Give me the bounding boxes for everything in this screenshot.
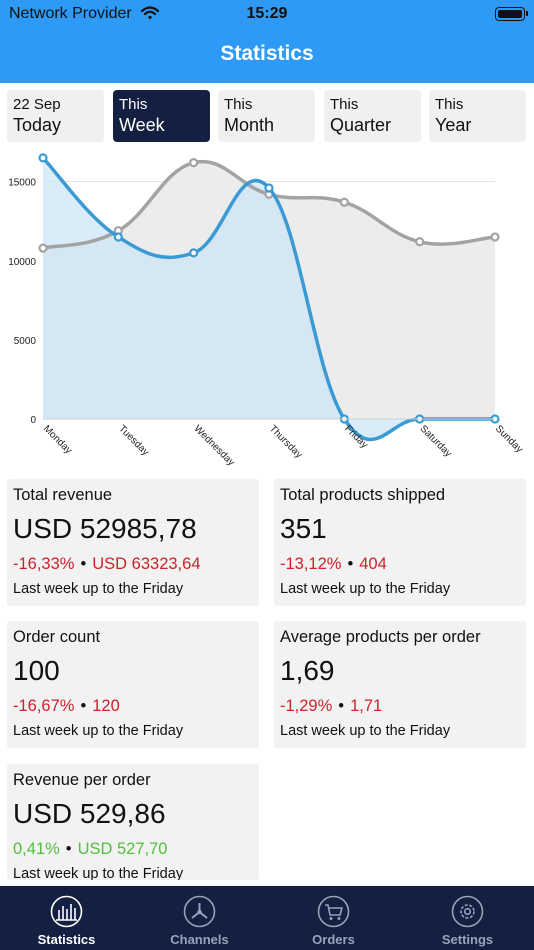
period-this-month[interactable]: This Month bbox=[218, 90, 315, 142]
tab-channels[interactable]: Channels bbox=[133, 886, 266, 950]
card-change: -13,12% bbox=[280, 555, 342, 573]
data-point bbox=[490, 232, 500, 242]
period-label: Week bbox=[119, 115, 165, 135]
card-previous: 404 bbox=[359, 555, 387, 573]
card-note: Last week up to the Friday bbox=[13, 581, 184, 597]
card-label: Total products shipped bbox=[280, 486, 446, 504]
card-value: 1,69 bbox=[280, 655, 335, 686]
channels-icon bbox=[183, 895, 216, 928]
card-previous: USD 63323,64 bbox=[92, 555, 201, 573]
tab-bar: Statistics Channels Orders Settings bbox=[0, 886, 534, 950]
card-change: -16,67% bbox=[13, 697, 75, 715]
orders-icon bbox=[317, 895, 350, 928]
separator-dot: • bbox=[347, 555, 354, 573]
x-tick-label: Saturday bbox=[418, 423, 454, 459]
tab-label: Settings bbox=[441, 932, 494, 947]
period-prefix: This bbox=[435, 96, 464, 113]
card-comparison: 0,41% • USD 527,70 bbox=[13, 839, 253, 859]
tab-statistics[interactable]: Statistics bbox=[0, 886, 133, 950]
data-point bbox=[415, 237, 425, 247]
x-tick-label: Sunday bbox=[493, 423, 525, 455]
period-date: 22 Sep bbox=[13, 96, 61, 113]
carrier-name: Network Provider bbox=[9, 5, 132, 22]
card-note: Last week up to the Friday bbox=[13, 723, 184, 739]
card-comparison: -16,33% • USD 63323,64 bbox=[13, 554, 253, 574]
card-label: Total revenue bbox=[13, 486, 113, 504]
card-value: USD 529,86 bbox=[13, 798, 166, 829]
card-change: -16,33% bbox=[13, 555, 75, 573]
period-prefix: This bbox=[330, 96, 359, 113]
period-prefix: This bbox=[119, 96, 148, 113]
y-tick-label: 5000 bbox=[14, 336, 37, 347]
period-selector: 22 Sep Today This Week This Month This Q… bbox=[7, 90, 527, 142]
status-bar: Network Provider 15:29 bbox=[0, 0, 534, 27]
card-previous: 1,71 bbox=[350, 697, 383, 715]
card-note: Last week up to the Friday bbox=[280, 723, 451, 739]
period-this-quarter[interactable]: This Quarter bbox=[324, 90, 421, 142]
weekly-line-chart: 0 5000 10000 15000 Monday Tuesday Wednesday Thu… bbox=[8, 153, 525, 468]
data-point bbox=[189, 158, 199, 168]
card-label: Average products per order bbox=[280, 628, 481, 646]
tab-orders[interactable]: Orders bbox=[267, 886, 400, 950]
x-tick-label: Tuesday bbox=[116, 423, 151, 458]
statistics-icon bbox=[50, 895, 83, 928]
card-total-revenue[interactable]: Total revenue USD 52985,78 -16,33% • USD 6… bbox=[7, 479, 259, 606]
separator-dot: • bbox=[338, 697, 345, 715]
card-total-products-shipped[interactable]: Total products shipped 351 -13,12% • 404 L… bbox=[274, 479, 526, 606]
data-point bbox=[113, 232, 123, 242]
period-label: Year bbox=[435, 115, 472, 135]
separator-dot: • bbox=[80, 697, 87, 715]
card-revenue-per-order[interactable]: Revenue per order USD 529,86 0,41% • USD 5… bbox=[7, 764, 259, 880]
card-label: Order count bbox=[13, 628, 101, 646]
page-title: Statistics bbox=[220, 42, 314, 65]
card-comparison: -1,29% • 1,71 bbox=[280, 696, 520, 716]
period-prefix: This bbox=[224, 96, 253, 113]
wifi-icon bbox=[141, 6, 159, 20]
x-tick-label: Wednesday bbox=[192, 423, 237, 468]
period-label: Today bbox=[13, 115, 62, 135]
card-value: 351 bbox=[280, 513, 327, 544]
battery-icon bbox=[495, 7, 528, 21]
data-point bbox=[264, 183, 274, 193]
card-previous: USD 527,70 bbox=[77, 840, 168, 858]
period-label: Quarter bbox=[330, 115, 392, 135]
card-note: Last week up to the Friday bbox=[13, 866, 184, 880]
tab-label: Channels bbox=[170, 932, 229, 947]
y-tick-label: 10000 bbox=[8, 257, 36, 268]
card-previous: 120 bbox=[92, 697, 120, 715]
tab-settings[interactable]: Settings bbox=[401, 886, 534, 950]
clock: 15:29 bbox=[246, 5, 288, 22]
card-order-count[interactable]: Order count 100 -16,67% • 120 Last week up… bbox=[7, 621, 259, 748]
card-average-products-per-order[interactable]: Average products per order 1,69 -1,29% • 1… bbox=[274, 621, 526, 748]
card-comparison: -13,12% • 404 bbox=[280, 554, 520, 574]
tab-label: Statistics bbox=[37, 932, 96, 947]
period-label: Month bbox=[224, 115, 275, 135]
data-point bbox=[38, 243, 48, 253]
period-this-week[interactable]: This Week bbox=[113, 90, 210, 142]
period-this-year[interactable]: This Year bbox=[429, 90, 526, 142]
card-value: 100 bbox=[13, 655, 60, 686]
tab-label: Orders bbox=[312, 932, 355, 947]
data-point bbox=[339, 197, 349, 207]
card-value: USD 52985,78 bbox=[13, 513, 197, 544]
x-tick-label: Thursday bbox=[267, 423, 304, 460]
settings-icon bbox=[451, 895, 484, 928]
y-tick-label: 0 bbox=[30, 415, 36, 426]
card-change: -1,29% bbox=[280, 697, 333, 715]
card-comparison: -16,67% • 120 bbox=[13, 696, 253, 716]
data-point bbox=[38, 153, 48, 163]
card-note: Last week up to the Friday bbox=[280, 581, 451, 597]
period-today[interactable]: 22 Sep Today bbox=[7, 90, 104, 142]
separator-dot: • bbox=[65, 840, 72, 858]
separator-dot: • bbox=[80, 555, 87, 573]
y-tick-label: 15000 bbox=[8, 178, 36, 189]
data-point bbox=[189, 248, 199, 258]
card-change: 0,41% bbox=[13, 840, 60, 858]
card-label: Revenue per order bbox=[13, 771, 151, 789]
series-area bbox=[43, 157, 495, 440]
navigation-bar: Statistics bbox=[0, 27, 534, 83]
x-tick-label: Monday bbox=[41, 423, 74, 456]
